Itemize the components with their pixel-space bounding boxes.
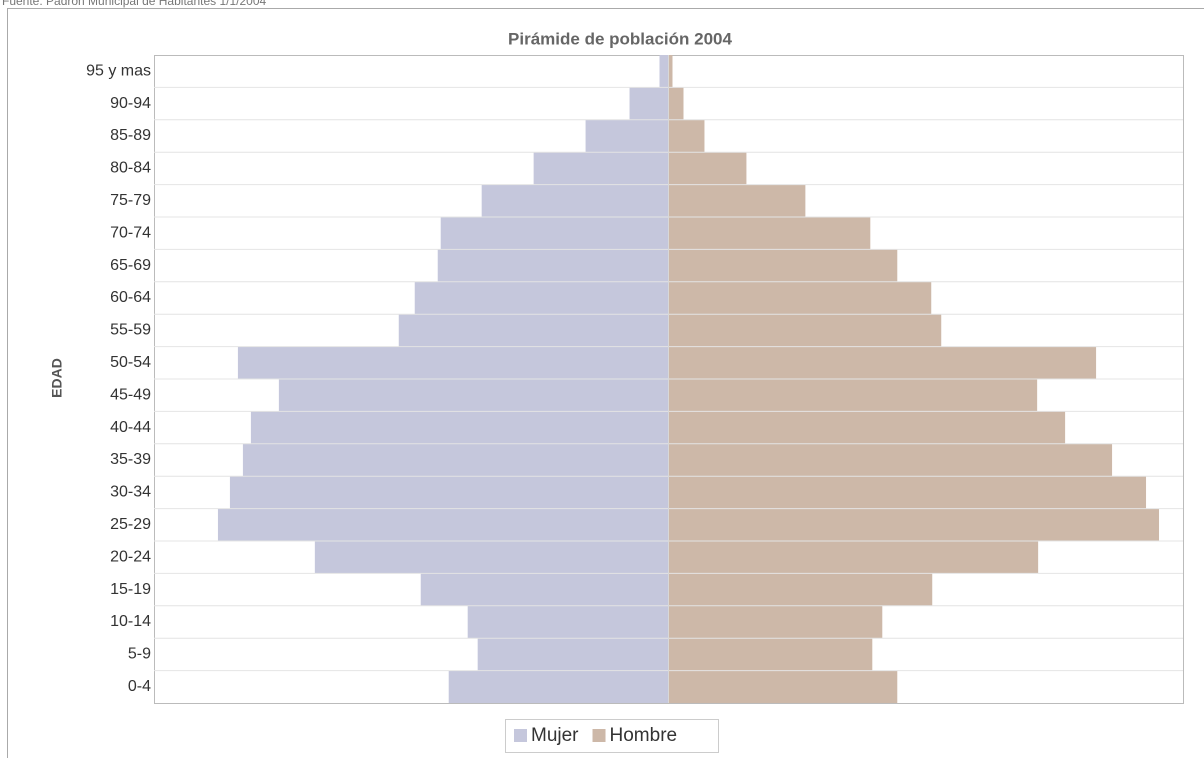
bar — [217, 508, 669, 541]
bar — [250, 411, 669, 444]
bar — [668, 476, 1147, 509]
legend-label: Mujer — [531, 725, 579, 746]
y-tick-label: 70-74 — [110, 224, 151, 241]
chart-title: Pirámide de población 2004 — [508, 29, 732, 48]
bar — [229, 476, 669, 509]
legend-label: Hombre — [610, 725, 678, 746]
y-tick-label: 5-9 — [128, 646, 151, 663]
y-tick-label: 75-79 — [110, 192, 151, 209]
bar — [278, 379, 669, 412]
y-tick-label: 35-39 — [110, 451, 151, 468]
y-tick-label: 95 y mas — [86, 62, 151, 79]
bar — [414, 281, 669, 315]
bar — [668, 184, 806, 217]
bar — [420, 573, 669, 606]
y-tick-label: 50-54 — [110, 354, 151, 371]
y-tick-label: 65-69 — [110, 257, 151, 274]
bar — [668, 119, 705, 153]
source-note: Fuente: Padrón Municipal de Habitantes 1… — [2, 0, 267, 8]
y-tick-label: 40-44 — [110, 419, 151, 436]
bar — [668, 249, 898, 282]
bar — [668, 87, 684, 120]
legend-swatch — [514, 729, 527, 742]
bar — [668, 638, 873, 671]
bar — [668, 508, 1160, 541]
bar — [668, 314, 942, 347]
bar — [242, 443, 669, 477]
y-tick-label: 90-94 — [110, 95, 151, 112]
bar — [481, 184, 669, 217]
y-tick-label: 25-29 — [110, 516, 151, 533]
bar — [668, 346, 1097, 379]
bar — [668, 379, 1038, 412]
y-tick-label: 80-84 — [110, 160, 151, 177]
bar — [668, 411, 1066, 444]
y-tick-label: 10-14 — [110, 613, 151, 630]
bar — [440, 217, 669, 250]
bar — [668, 152, 747, 185]
bar — [448, 670, 669, 703]
bar — [668, 541, 1039, 574]
bar — [437, 249, 669, 282]
bar — [467, 605, 669, 639]
bar — [668, 573, 933, 606]
legend-box — [505, 719, 719, 753]
legend-swatch — [592, 729, 606, 742]
y-tick-label: 55-59 — [110, 322, 151, 339]
bar — [477, 638, 669, 671]
y-tick-label: 20-24 — [110, 548, 151, 565]
y-tick-label: 0-4 — [128, 678, 151, 695]
bar — [659, 55, 669, 88]
bar — [668, 670, 898, 703]
y-tick-label: 60-64 — [110, 289, 151, 306]
bar — [668, 217, 871, 250]
bar — [668, 281, 932, 315]
y-tick-label: 15-19 — [110, 581, 151, 598]
bar — [314, 541, 669, 574]
bar — [398, 314, 669, 347]
bar — [533, 152, 669, 185]
y-tick-label: 45-49 — [110, 386, 151, 403]
bar — [585, 119, 669, 153]
bar — [668, 55, 673, 88]
y-tick-label: 30-34 — [110, 484, 151, 501]
bar — [668, 605, 883, 639]
y-axis-label: EDAD — [49, 358, 65, 398]
bar — [629, 87, 669, 120]
y-tick-label: 85-89 — [110, 127, 151, 144]
bar — [668, 443, 1113, 477]
chart-border — [7, 8, 1204, 758]
bar — [237, 346, 669, 379]
